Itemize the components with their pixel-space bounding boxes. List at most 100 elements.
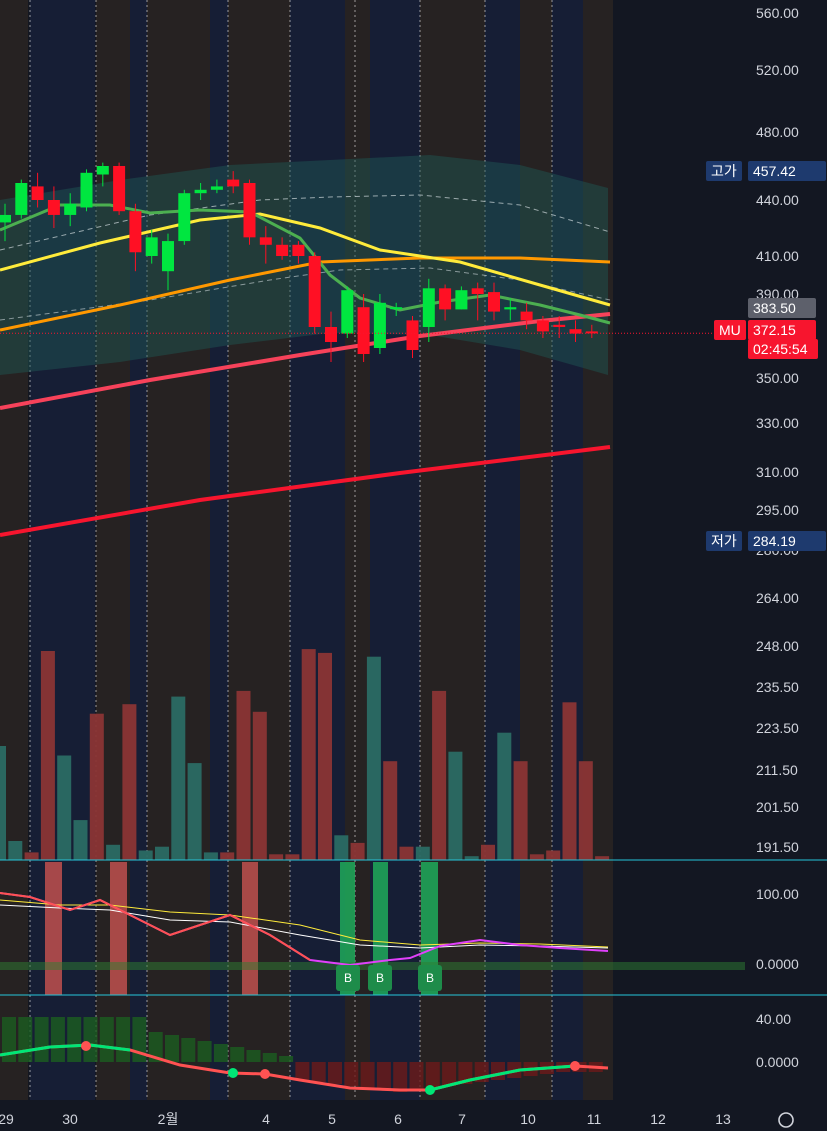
candle [15, 183, 28, 215]
candle [0, 214, 11, 223]
candles [0, 162, 745, 362]
volume-bar [318, 652, 332, 860]
volume-bar [220, 852, 235, 860]
session-shade [30, 0, 95, 1100]
buy-marker [368, 965, 392, 991]
price-tick: 223.50 [756, 720, 799, 736]
session-shade [552, 0, 583, 1100]
osc-signal-white [0, 904, 609, 949]
volume-bar [24, 852, 39, 860]
momentum-bar [425, 1062, 440, 1088]
buy-label: B [376, 971, 384, 985]
candle [194, 189, 207, 194]
time-tick: 12 [650, 1111, 666, 1127]
time-tick: 5 [328, 1111, 336, 1127]
momentum-bar [67, 1017, 82, 1062]
momentum-bar [328, 1062, 342, 1084]
momentum-tick: 40.00 [756, 1011, 791, 1027]
candle [227, 179, 240, 187]
volume-bar [236, 690, 251, 860]
candle [178, 193, 191, 242]
volume-bar [8, 841, 23, 860]
volume-bar [122, 704, 137, 860]
volume-bar [40, 651, 55, 860]
momentum-bar [409, 1062, 424, 1090]
volume-bar [301, 649, 316, 860]
volume-bar [252, 711, 267, 860]
volume-bar [203, 852, 218, 860]
volume-bar [366, 656, 381, 860]
volume-bar [171, 696, 186, 860]
volume-bar [89, 713, 104, 860]
momentum-bar [262, 1053, 277, 1062]
candle [341, 290, 354, 334]
price-tick: 235.50 [756, 679, 799, 695]
momentum-line-up [0, 1043, 131, 1057]
candle [439, 288, 452, 310]
momentum-line-up2 [429, 1064, 576, 1092]
candle [292, 244, 305, 256]
momentum-bar [311, 1062, 326, 1082]
candle [585, 331, 598, 334]
momentum-bar [458, 1062, 473, 1084]
settings-icon[interactable] [778, 1112, 794, 1128]
volume-bar [106, 844, 121, 860]
momentum-bar [165, 1035, 179, 1062]
momentum-bar [181, 1038, 196, 1062]
candle [488, 292, 500, 312]
price-tick: 410.00 [756, 248, 799, 264]
buy-marker [418, 965, 442, 991]
cross-dot [425, 1085, 435, 1095]
momentum-bar [197, 1041, 212, 1062]
session-shade [210, 0, 228, 1100]
momentum-bar [360, 1062, 375, 1088]
price-tick: 560.00 [756, 5, 799, 21]
osc-tick: 0.0000 [756, 956, 799, 972]
price-tick: 310.00 [756, 464, 799, 480]
high-label: 고가 [706, 161, 742, 181]
momentum-bar [246, 1050, 261, 1062]
osc-main-red [0, 892, 311, 961]
signal-column [340, 862, 355, 995]
session-shade [290, 0, 345, 1100]
momentum-bar [83, 1017, 98, 1062]
time-tick: 7 [458, 1111, 466, 1127]
momentum-bar [2, 1017, 16, 1062]
volume-bar [285, 854, 300, 860]
momentum-bar [34, 1017, 49, 1062]
prev-close-value: 383.50 [748, 298, 816, 318]
candle [47, 200, 60, 215]
volume-bar [187, 763, 202, 860]
time-tick: 13 [715, 1111, 731, 1127]
bar-countdown: 02:45:54 [748, 339, 818, 359]
candle [308, 256, 321, 327]
volume-bar [513, 761, 528, 860]
volume-bar [399, 846, 414, 860]
momentum-bar [230, 1047, 245, 1062]
momentum-bar [279, 1056, 294, 1062]
price-tick: 248.00 [756, 638, 799, 654]
session-shade [147, 0, 210, 1100]
price-tick: 330.00 [756, 415, 799, 431]
momentum-pane [0, 1017, 609, 1095]
volume-bar [155, 846, 169, 860]
volume-bar [546, 850, 561, 860]
candle [504, 307, 517, 310]
price-tick: 350.00 [756, 370, 799, 386]
volume-bar [448, 751, 463, 860]
momentum-bar [213, 1044, 228, 1062]
session-shade [0, 0, 28, 1100]
candle [243, 183, 256, 238]
volume-bar [73, 820, 88, 860]
buy-label: B [344, 971, 352, 985]
buy-label: B [426, 971, 434, 985]
volume-bar [595, 856, 610, 860]
candle [145, 237, 158, 256]
candle [80, 172, 93, 208]
session-shade [485, 0, 520, 1100]
time-tick: 4 [262, 1111, 270, 1127]
session-shade [583, 0, 613, 1100]
momentum-bar [344, 1062, 359, 1086]
